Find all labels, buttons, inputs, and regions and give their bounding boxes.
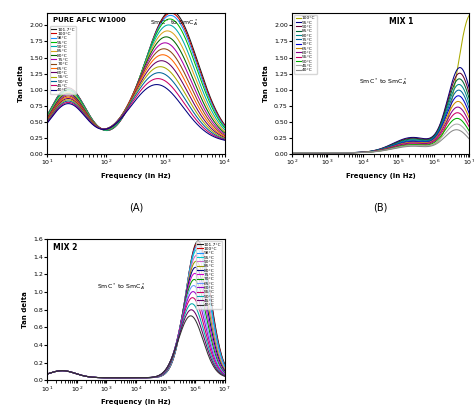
Legend: 101.7°C, 100°C, 98°C, 95°C, 90°C, 85°C, 80°C, 75°C, 70°C, 65°C, 60°C, 55°C, 50°C: 101.7°C, 100°C, 98°C, 95°C, 90°C, 85°C, …: [50, 26, 76, 94]
Text: SmC$^*$ to SmC$_A^*$: SmC$^*$ to SmC$_A^*$: [97, 281, 145, 292]
Text: MIX 2: MIX 2: [53, 243, 77, 252]
Y-axis label: Tan delta: Tan delta: [18, 65, 24, 102]
Y-axis label: Tan delta: Tan delta: [263, 65, 269, 102]
Text: MIX 1: MIX 1: [390, 17, 414, 26]
Text: PURE AFLC W1000: PURE AFLC W1000: [53, 17, 126, 23]
X-axis label: Frequency (in Hz): Frequency (in Hz): [101, 400, 171, 405]
Text: SmC$^*$ to SmC$_A^*$: SmC$^*$ to SmC$_A^*$: [150, 17, 198, 28]
Y-axis label: Tan delta: Tan delta: [22, 291, 28, 328]
X-axis label: Frequency (in Hz): Frequency (in Hz): [346, 173, 416, 179]
X-axis label: Frequency (in Hz): Frequency (in Hz): [101, 173, 171, 179]
Legend: 101.7°C, 100°C, 98°C, 95°C, 90°C, 85°C, 80°C, 75°C, 70°C, 65°C, 60°C, 55°C, 50°C: 101.7°C, 100°C, 98°C, 95°C, 90°C, 85°C, …: [196, 241, 222, 308]
Text: SmC$^*$ to SmC$_A^*$: SmC$^*$ to SmC$_A^*$: [359, 76, 408, 87]
Legend: 100°C, 95°C, 90°C, 85°C, 80°C, 75°C, 70°C, 65°C, 60°C, 55°C, 50°C, 45°C, 40°C: 100°C, 95°C, 90°C, 85°C, 80°C, 75°C, 70°…: [294, 15, 317, 74]
Text: (A): (A): [129, 203, 143, 213]
Text: (B): (B): [374, 203, 388, 213]
